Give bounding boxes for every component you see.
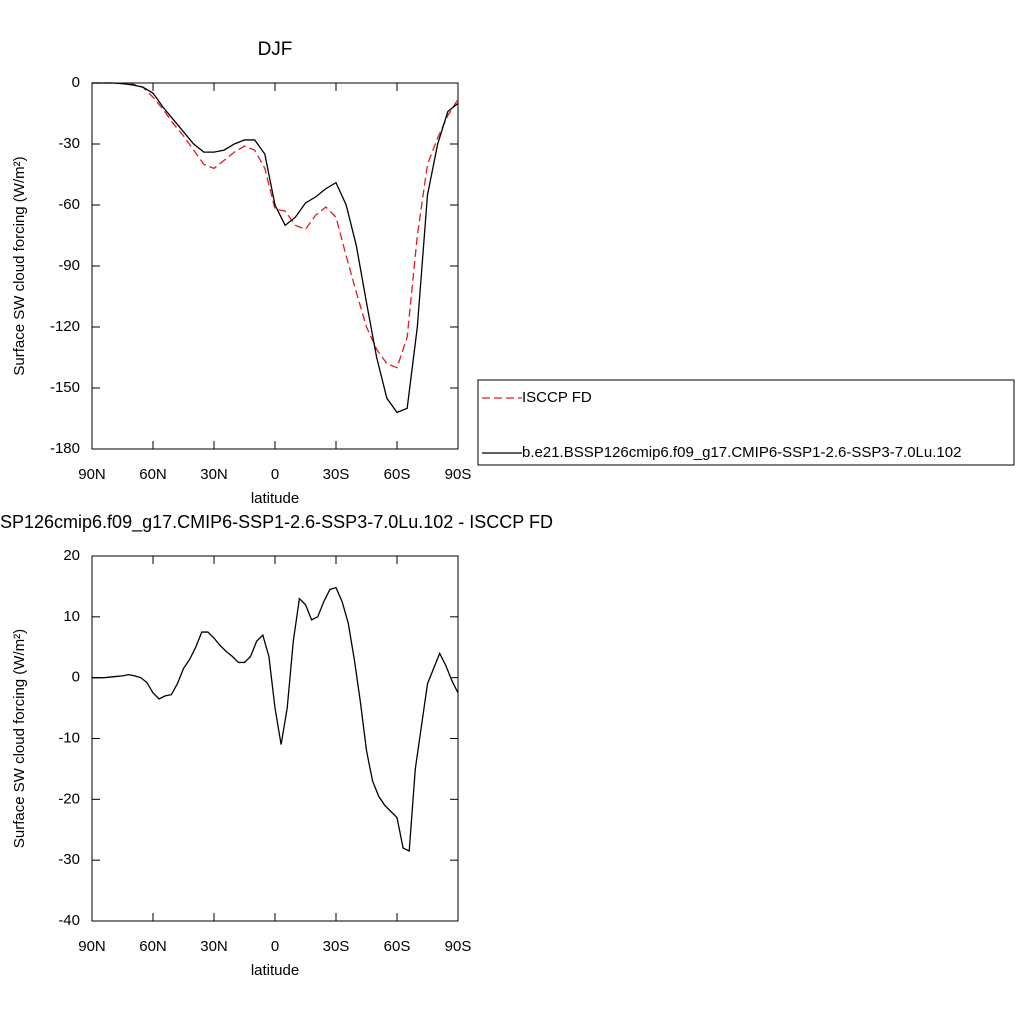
y-tick-label: 20 [63, 547, 80, 564]
x-tick-label: 60S [384, 466, 411, 483]
x-tick-label: 30S [323, 938, 350, 955]
x-tick-label: 90S [445, 466, 472, 483]
y-axis-label: Surface SW cloud forcing (W/m²) [11, 156, 28, 375]
y-tick-label: -30 [58, 851, 80, 868]
x-tick-label: 90N [78, 466, 106, 483]
y-tick-label: -120 [50, 318, 80, 335]
plot-frame [91, 82, 459, 450]
data-line [92, 586, 459, 853]
chart-title: DJF [258, 39, 293, 60]
x-axis-label: latitude [251, 962, 299, 979]
data-line [92, 82, 459, 414]
x-tick-label: 90S [445, 938, 472, 955]
legend-box [477, 379, 1015, 466]
x-axis-label: latitude [251, 490, 299, 507]
y-tick-label: -20 [58, 790, 80, 807]
y-tick-label: 10 [63, 608, 80, 625]
x-tick-label: 60S [384, 938, 411, 955]
plot-frame [91, 555, 459, 922]
legend-label: b.e21.BSSP126cmip6.f09_g17.CMIP6-SSP1-2.… [522, 444, 961, 461]
y-axis-label: Surface SW cloud forcing (W/m²) [11, 629, 28, 848]
data-line [92, 82, 459, 369]
x-tick-label: 0 [271, 938, 279, 955]
y-tick-label: -60 [58, 196, 80, 213]
x-tick-label: 90N [78, 938, 106, 955]
y-tick-label: -150 [50, 379, 80, 396]
y-tick-label: -180 [50, 440, 80, 457]
y-tick-label: -90 [58, 257, 80, 274]
y-tick-label: -10 [58, 729, 80, 746]
x-tick-label: 30N [200, 938, 228, 955]
x-tick-label: 30N [200, 466, 228, 483]
chart-title: SP126cmip6.f09_g17.CMIP6-SSP1-2.6-SSP3-7… [0, 512, 553, 533]
legend-label: ISCCP FD [522, 389, 592, 406]
y-tick-label: -40 [58, 912, 80, 929]
x-tick-label: 30S [323, 466, 350, 483]
x-tick-label: 0 [271, 466, 279, 483]
y-tick-label: 0 [72, 74, 80, 91]
x-tick-label: 60N [139, 938, 167, 955]
x-tick-label: 60N [139, 466, 167, 483]
y-tick-label: 0 [72, 669, 80, 686]
y-tick-label: -30 [58, 135, 80, 152]
